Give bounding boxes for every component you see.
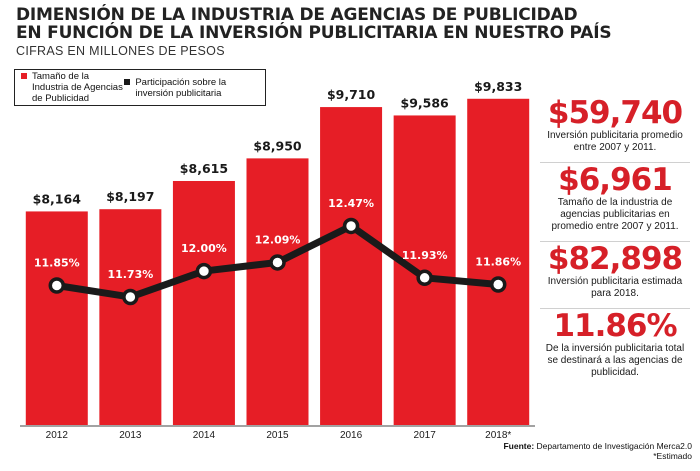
- stats-panel: $59,740 Inversión publicitaria promedio …: [540, 96, 690, 387]
- stat-description: De la inversión publicitaria total se de…: [545, 343, 685, 378]
- source-text: Departamento de Investigación Merca2.0: [536, 441, 692, 451]
- stat-description: Inversión publicitaria promedio entre 20…: [547, 130, 683, 153]
- source-note: Fuente: Departamento de Investigación Me…: [503, 441, 692, 461]
- bar: [172, 180, 235, 425]
- line-value-label: 11.73%: [107, 268, 153, 281]
- legend-item-industry: Tamaño de la Industria de Agencias de Pu…: [21, 71, 124, 104]
- line-point: [342, 217, 360, 235]
- chart-legend: Tamaño de la Industria de Agencias de Pu…: [14, 69, 266, 106]
- legend-swatch-line: [124, 78, 131, 85]
- x-tick-label: 2018*: [485, 430, 511, 441]
- x-tick-label: 2016: [340, 430, 363, 441]
- bar-value-label: $9,833: [474, 79, 522, 94]
- line-point: [122, 288, 139, 306]
- bar: [467, 98, 530, 426]
- source-label: Fuente:: [503, 441, 535, 451]
- stat-description: Tamaño de la industria de agencias publi…: [551, 197, 679, 232]
- chart-title-line-2: EN FUNCIÓN DE LA INVERSIÓN PUBLICITARIA …: [16, 23, 612, 43]
- x-tick-label: 2012: [46, 430, 69, 441]
- bar-value-label: $8,164: [33, 191, 82, 206]
- chart-subtitle: CIFRAS EN MILLONES DE PESOS: [16, 44, 225, 58]
- bar: [99, 209, 162, 425]
- line-value-label: 12.09%: [255, 233, 301, 246]
- line-value-label: 12.47%: [328, 197, 374, 210]
- stat-value: $6,961: [558, 162, 673, 198]
- x-tick-label: 2017: [414, 430, 437, 441]
- line-value-label: 11.93%: [402, 249, 448, 262]
- bar-value-label: $9,710: [327, 87, 376, 102]
- bar: [25, 211, 88, 425]
- bar: [246, 158, 309, 425]
- legend-label-share: Participación sobre la inversión publici…: [135, 76, 227, 99]
- legend-label-industry: Tamaño de la Industria de Agencias de Pu…: [32, 71, 123, 104]
- stat-value: 11.86%: [553, 308, 677, 344]
- line-value-label: 12.00%: [181, 242, 227, 255]
- line-point: [48, 277, 66, 294]
- bar: [320, 107, 383, 425]
- stat-value: $82,898: [547, 241, 683, 277]
- line-point: [195, 262, 213, 280]
- x-tick-label: 2013: [119, 430, 142, 441]
- source-line: Fuente: Departamento de Investigación Me…: [503, 441, 692, 451]
- line-value-label: 11.85%: [34, 256, 80, 269]
- bar-value-label: $8,950: [253, 138, 302, 153]
- bar-value-label: $8,197: [106, 189, 154, 204]
- line-point: [489, 276, 507, 293]
- stat-block: 11.86% De la inversión publicitaria tota…: [540, 309, 690, 387]
- stat-block: $6,961 Tamaño de la industria de agencia…: [540, 163, 690, 242]
- estimate-note: *Estimado: [653, 451, 692, 461]
- chart-title-line-1: DIMENSIÓN DE LA INDUSTRIA DE AGENCIAS DE…: [16, 5, 578, 25]
- stat-block: $82,898 Inversión publicitaria estimada …: [540, 242, 690, 309]
- stat-block: $59,740 Inversión publicitaria promedio …: [540, 96, 690, 163]
- bar-value-label: $9,586: [401, 95, 450, 110]
- line-point: [416, 269, 433, 287]
- chart-title-block: DIMENSIÓN DE LA INDUSTRIA DE AGENCIAS DE…: [16, 5, 612, 58]
- line-value-label: 11.86%: [475, 256, 521, 269]
- legend-swatch-bar: [21, 73, 27, 79]
- stat-value: $59,740: [547, 95, 683, 131]
- line-point: [269, 254, 286, 271]
- x-tick-label: 2015: [266, 430, 289, 441]
- bar-value-label: $8,615: [180, 161, 228, 176]
- stat-description: Inversión publicitaria estimada para 201…: [547, 276, 683, 299]
- x-tick-label: 2014: [193, 430, 216, 441]
- legend-item-share: Participación sobre la inversión publici…: [124, 77, 265, 99]
